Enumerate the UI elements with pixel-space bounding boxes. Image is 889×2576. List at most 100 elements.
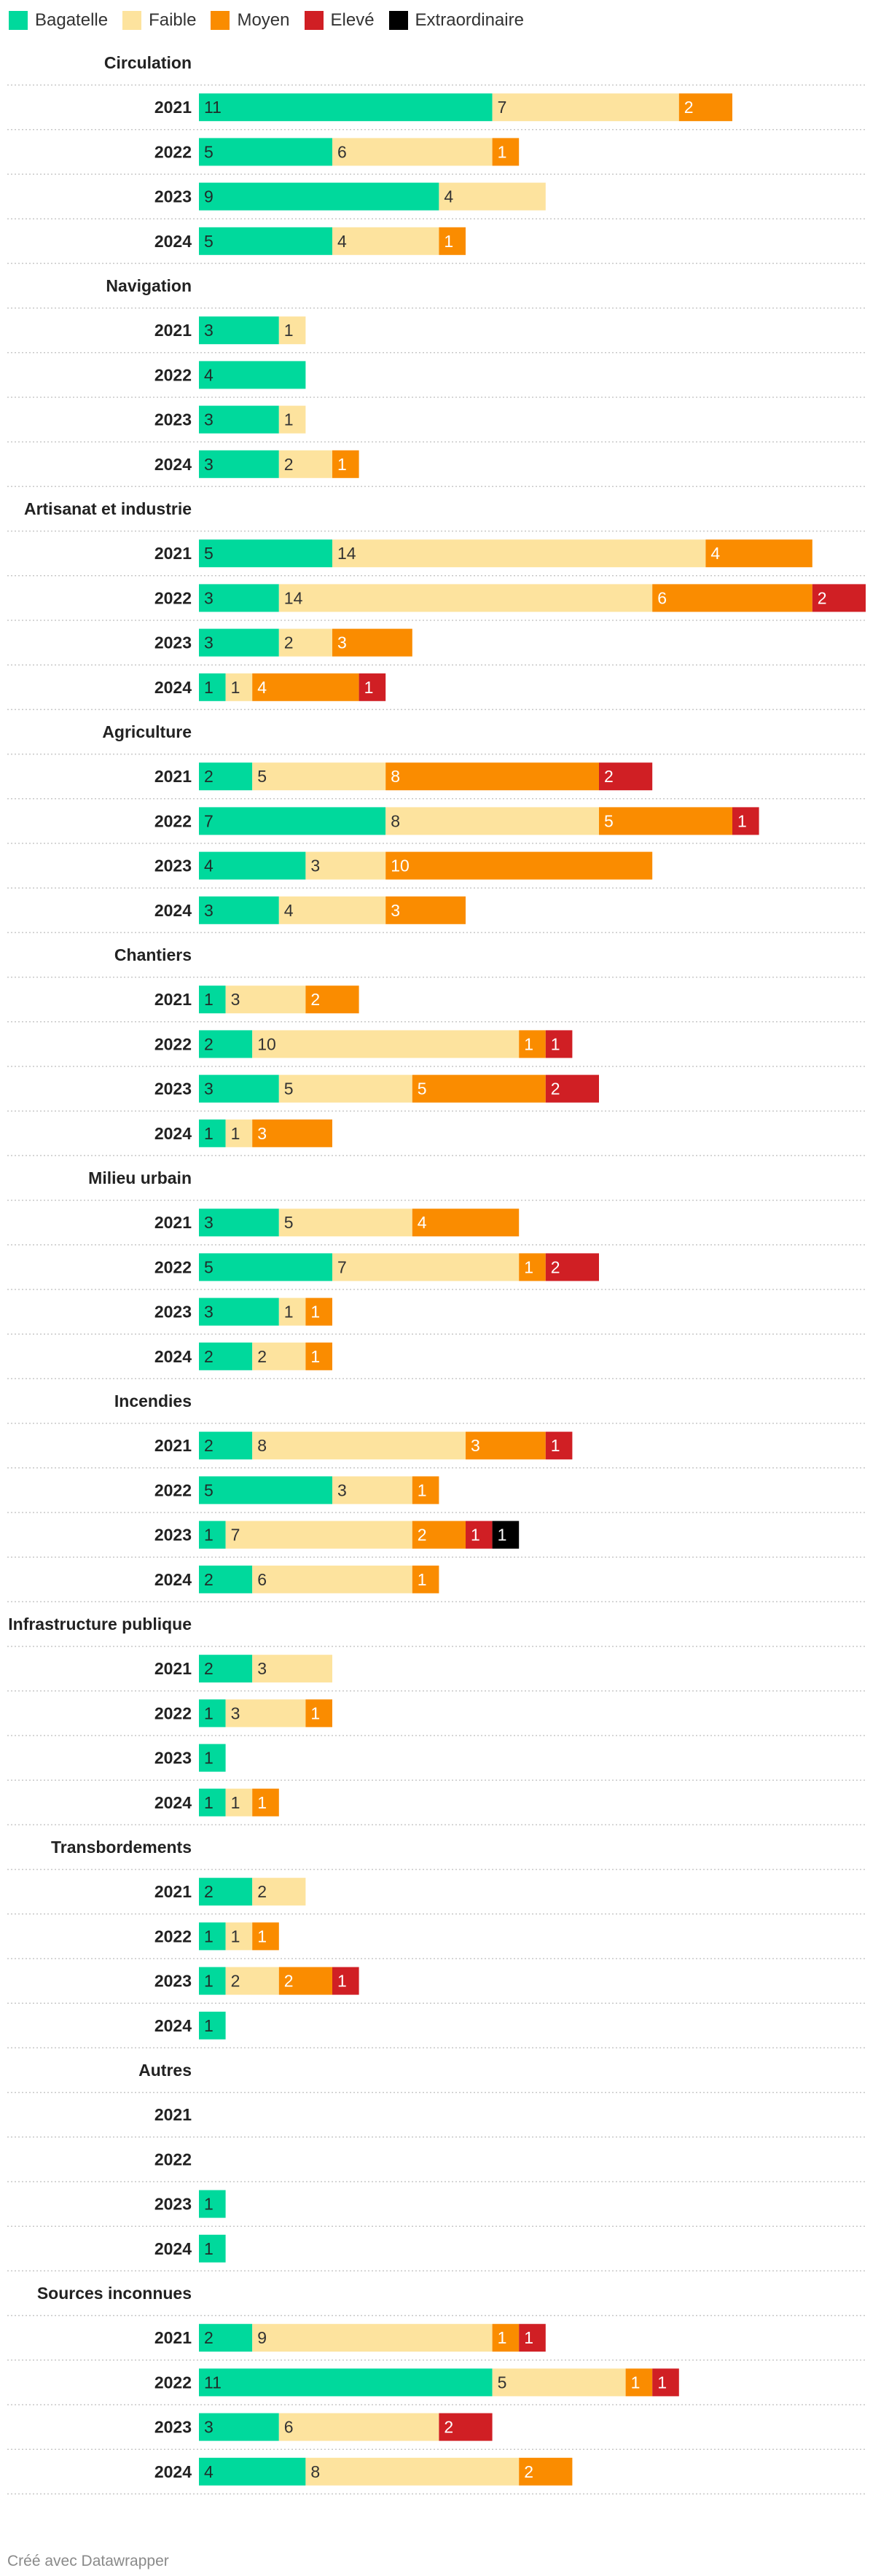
year-label: 2023 [154, 633, 192, 652]
bar-segment-moyen [652, 584, 812, 612]
legend-swatch [9, 11, 28, 30]
bar-value-label: 14 [337, 544, 356, 563]
bar-value-label: 2 [524, 2462, 533, 2481]
bar-segment-moyen [278, 1967, 332, 1995]
bar-segment-faible [225, 1922, 253, 1951]
legend-label: Bagatelle [35, 10, 109, 30]
bar-segment-bagatelle [199, 2190, 226, 2218]
bar-segment-faible [252, 762, 386, 791]
year-label: 2022 [154, 142, 192, 161]
bar-value-label: 1 [284, 1303, 294, 1322]
bar-value-label: 4 [204, 2462, 214, 2481]
bar-value-label: 3 [204, 1303, 214, 1322]
bar-value-label: 3 [257, 1124, 267, 1143]
year-label: 2024 [154, 2239, 192, 2258]
bar-segment-moyen [678, 93, 732, 122]
legend-label: Extraordinaire [415, 10, 524, 30]
bar-segment-faible [278, 405, 306, 434]
group-label: Incendies [114, 1392, 192, 1410]
bar-segment-bagatelle [199, 1074, 279, 1103]
bar-value-label: 2 [418, 1526, 427, 1545]
bar-value-label: 8 [257, 1436, 267, 1455]
bar-segment-bagatelle [199, 1209, 279, 1237]
bar-segment-elevé [466, 1521, 493, 1549]
legend-item: Elevé [304, 10, 375, 31]
bar-value-label: 1 [498, 1526, 507, 1545]
group-label: Autres [138, 2061, 192, 2080]
bar-segment-moyen [412, 1565, 439, 1593]
bar-segment-bagatelle [199, 762, 253, 791]
bar-segment-bagatelle [199, 1521, 226, 1549]
bar-segment-faible [332, 138, 493, 166]
group-label: Navigation [106, 276, 192, 295]
bar-value-label: 1 [337, 1972, 347, 1991]
bar-segment-extraordinaire [492, 1521, 520, 1549]
bar-value-label: 1 [204, 2239, 214, 2258]
bar-segment-bagatelle [199, 227, 332, 255]
bar-segment-faible [492, 2368, 626, 2397]
bar-segment-faible [252, 1030, 520, 1058]
bar-value-label: 5 [257, 767, 267, 786]
legend-label: Moyen [237, 10, 290, 30]
bar-segment-bagatelle [199, 2234, 226, 2263]
bar-segment-bagatelle [199, 539, 332, 568]
bar-value-label: 2 [204, 1034, 214, 1053]
year-label: 2021 [154, 990, 192, 1009]
year-label: 2021 [154, 98, 192, 117]
year-label: 2021 [154, 1659, 192, 1678]
bar-value-label: 3 [204, 901, 214, 920]
legend-item: Bagatelle [9, 10, 108, 31]
year-label: 2021 [154, 2105, 192, 2124]
bar-value-label: 1 [204, 678, 214, 697]
bar-segment-faible [278, 450, 332, 478]
bar-value-label: 4 [444, 187, 453, 206]
bar-value-label: 1 [204, 1703, 214, 1722]
bar-segment-faible [225, 1119, 253, 1147]
year-label: 2022 [154, 1703, 192, 1722]
bar-value-label: 3 [204, 455, 214, 474]
bar-segment-faible [252, 1878, 306, 1906]
bar-segment-bagatelle [199, 1699, 226, 1728]
bar-value-label: 1 [524, 2328, 533, 2347]
bar-value-label: 1 [337, 455, 347, 474]
bar-segment-bagatelle [199, 2457, 306, 2486]
bar-segment-bagatelle [199, 851, 306, 880]
year-label: 2022 [154, 365, 192, 384]
bar-segment-bagatelle [199, 2324, 253, 2352]
bar-segment-bagatelle [199, 1253, 332, 1281]
bar-value-label: 3 [257, 1659, 267, 1678]
bar-segment-moyen [492, 138, 520, 166]
bar-segment-moyen [332, 450, 359, 478]
bar-segment-moyen [385, 762, 599, 791]
bar-segment-elevé [545, 1074, 599, 1103]
group-label: Agriculture [102, 722, 192, 741]
bar-value-label: 1 [257, 1793, 267, 1812]
bar-segment-faible [225, 1967, 279, 1995]
bar-segment-moyen [252, 1788, 279, 1816]
bar-segment-elevé [359, 673, 386, 701]
legend-item: Moyen [211, 10, 290, 31]
bar-segment-bagatelle [199, 896, 279, 924]
year-label: 2022 [154, 811, 192, 830]
bar-segment-faible [252, 1565, 412, 1593]
bar-value-label: 5 [604, 811, 614, 830]
year-label: 2022 [154, 1927, 192, 1945]
year-label: 2023 [154, 1526, 192, 1545]
bar-segment-bagatelle [199, 1030, 253, 1058]
year-label: 2023 [154, 410, 192, 429]
chart-legend: Bagatelle Faible Moyen Elevé Extraordinaire [9, 7, 539, 34]
bar-value-label: 3 [204, 1080, 214, 1098]
year-label: 2024 [154, 1793, 192, 1812]
year-label: 2022 [154, 588, 192, 607]
group-label: Artisanat et industrie [24, 499, 192, 518]
bar-value-label: 4 [204, 365, 214, 384]
bar-segment-moyen [305, 985, 359, 1014]
bar-segment-bagatelle [199, 1788, 226, 1816]
bar-segment-bagatelle [199, 1342, 253, 1370]
bar-segment-bagatelle [199, 1967, 226, 1995]
bar-value-label: 2 [204, 1570, 214, 1589]
bar-value-label: 2 [818, 588, 827, 607]
bar-segment-faible [225, 1699, 306, 1728]
group-label: Circulation [104, 53, 192, 72]
bar-value-label: 1 [310, 1303, 320, 1322]
